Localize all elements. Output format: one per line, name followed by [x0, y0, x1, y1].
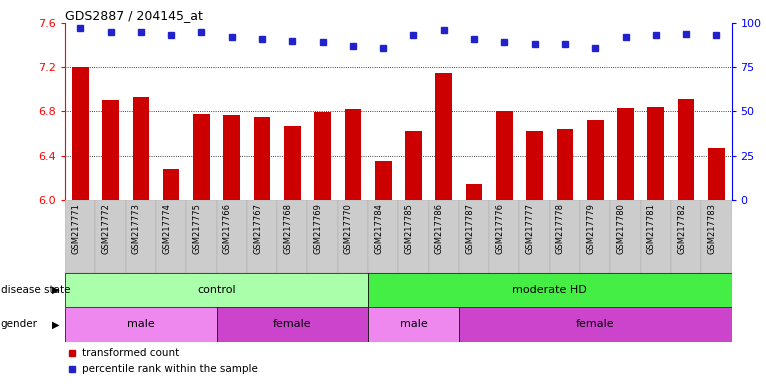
Text: GSM217771: GSM217771: [71, 204, 80, 254]
Bar: [580, 200, 611, 273]
Text: ▶: ▶: [52, 285, 60, 295]
Text: GSM217777: GSM217777: [525, 204, 535, 254]
Bar: [550, 200, 580, 273]
Bar: [429, 200, 459, 273]
Bar: [277, 200, 307, 273]
Text: GSM217782: GSM217782: [677, 204, 686, 254]
Text: GSM217773: GSM217773: [132, 204, 141, 254]
Bar: [708, 148, 725, 200]
Bar: [617, 108, 633, 200]
Text: ▶: ▶: [52, 319, 60, 329]
Text: GSM217776: GSM217776: [496, 204, 504, 254]
Bar: [435, 73, 452, 200]
Bar: [338, 200, 368, 273]
Bar: [186, 200, 217, 273]
Text: GSM217775: GSM217775: [192, 204, 201, 254]
Text: GSM217774: GSM217774: [162, 204, 171, 254]
Bar: [671, 200, 701, 273]
Text: GSM217770: GSM217770: [344, 204, 353, 254]
Bar: [489, 200, 519, 273]
Text: GDS2887 / 204145_at: GDS2887 / 204145_at: [65, 9, 203, 22]
Bar: [217, 307, 368, 342]
Bar: [587, 120, 604, 200]
Bar: [459, 307, 732, 342]
Text: disease state: disease state: [1, 285, 70, 295]
Text: GSM217787: GSM217787: [465, 204, 474, 254]
Bar: [701, 200, 732, 273]
Bar: [405, 131, 422, 200]
Text: percentile rank within the sample: percentile rank within the sample: [82, 364, 257, 374]
Bar: [398, 200, 429, 273]
Bar: [65, 273, 368, 307]
Text: GSM217767: GSM217767: [253, 204, 262, 254]
Text: GSM217778: GSM217778: [556, 204, 565, 254]
Bar: [254, 117, 270, 200]
Text: GSM217768: GSM217768: [283, 204, 293, 254]
Text: GSM217766: GSM217766: [223, 204, 231, 254]
Bar: [102, 100, 119, 200]
Bar: [72, 67, 89, 200]
Text: GSM217780: GSM217780: [617, 204, 626, 254]
Bar: [647, 107, 664, 200]
Bar: [96, 200, 126, 273]
Bar: [65, 200, 96, 273]
Text: male: male: [127, 319, 155, 329]
Bar: [678, 99, 695, 200]
Bar: [126, 200, 156, 273]
Text: GSM217785: GSM217785: [404, 204, 414, 254]
Bar: [375, 161, 391, 200]
Bar: [133, 97, 149, 200]
Bar: [466, 184, 483, 200]
Bar: [163, 169, 179, 200]
Bar: [368, 200, 398, 273]
Text: GSM217786: GSM217786: [435, 204, 444, 254]
Bar: [193, 114, 210, 200]
Bar: [224, 115, 240, 200]
Text: female: female: [576, 319, 614, 329]
Text: GSM217772: GSM217772: [102, 204, 110, 254]
Bar: [284, 126, 300, 200]
Text: GSM217784: GSM217784: [374, 204, 383, 254]
Text: transformed count: transformed count: [82, 348, 179, 358]
Bar: [345, 109, 362, 200]
Bar: [217, 200, 247, 273]
Text: male: male: [400, 319, 427, 329]
Bar: [557, 129, 573, 200]
Text: gender: gender: [1, 319, 38, 329]
Text: GSM217779: GSM217779: [586, 204, 595, 254]
Bar: [368, 273, 732, 307]
Bar: [496, 111, 512, 200]
Bar: [65, 307, 217, 342]
Text: moderate HD: moderate HD: [512, 285, 588, 295]
Text: GSM217769: GSM217769: [313, 204, 322, 254]
Bar: [459, 200, 489, 273]
Text: GSM217783: GSM217783: [707, 204, 716, 254]
Bar: [640, 200, 671, 273]
Bar: [314, 113, 331, 200]
Text: female: female: [273, 319, 312, 329]
Bar: [368, 307, 459, 342]
Text: GSM217781: GSM217781: [647, 204, 656, 254]
Bar: [247, 200, 277, 273]
Bar: [526, 131, 543, 200]
Bar: [156, 200, 186, 273]
Bar: [519, 200, 550, 273]
Text: control: control: [198, 285, 236, 295]
Bar: [307, 200, 338, 273]
Bar: [611, 200, 640, 273]
